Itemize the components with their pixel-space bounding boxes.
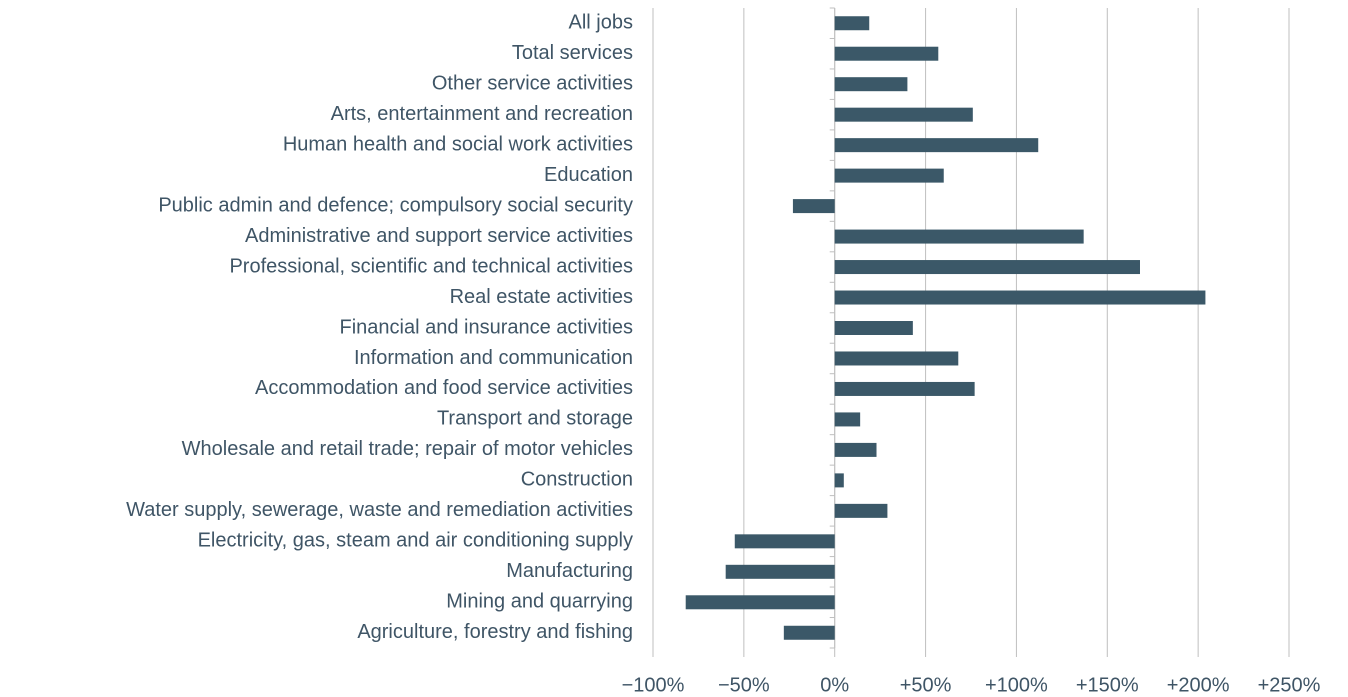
x-tick-label: −50% [718,674,770,696]
category-label: All jobs [569,12,633,34]
category-label: Accommodation and food service activitie… [255,377,633,399]
x-tick-label: +50% [900,674,952,696]
category-label: Other service activities [432,72,633,94]
bar [834,321,913,335]
category-label: Water supply, sewerage, waste and remedi… [126,499,633,521]
category-label: Financial and insurance activities [340,316,634,338]
bar [834,473,844,488]
bar [834,442,877,457]
bar [834,16,870,31]
bar [834,138,1039,153]
bar [783,625,835,640]
x-tick-label: +250% [1258,674,1321,696]
category-label: Mining and quarrying [446,591,633,613]
x-tick-label: +150% [1076,674,1139,696]
category-label: Agriculture, forestry and fishing [357,621,633,643]
bar [792,199,835,214]
bar [834,260,1140,275]
category-label: Construction [521,469,633,491]
category-label: Manufacturing [506,560,633,582]
bar [834,503,888,518]
category-label: Professional, scientific and technical a… [229,255,633,277]
bar [834,168,944,183]
bar [834,46,939,61]
category-label: Information and communication [354,347,633,369]
bar [834,381,975,396]
category-label: Human health and social work activities [283,133,633,155]
category-label: Arts, entertainment and recreation [331,103,633,125]
category-label: Electricity, gas, steam and air conditio… [198,530,633,552]
bar [834,412,861,427]
category-label: Total services [512,42,633,64]
x-tick-label: 0% [820,674,849,696]
bar [834,77,908,92]
category-label: Wholesale and retail trade; repair of mo… [182,438,633,460]
x-tick-label: +100% [985,674,1048,696]
x-tick-label: −100% [622,674,685,696]
bar [834,351,959,366]
bar [834,107,973,122]
bar [725,564,835,579]
x-tick-label: +200% [1167,674,1230,696]
bar [834,229,1084,244]
category-label: Public admin and defence; compulsory soc… [158,194,633,216]
category-label: Education [544,164,633,186]
category-label: Transport and storage [437,408,633,430]
category-label: Administrative and support service activ… [245,225,633,247]
bar [685,595,835,610]
bar [834,290,1206,305]
bar [734,534,835,549]
category-label: Real estate activities [450,286,633,308]
